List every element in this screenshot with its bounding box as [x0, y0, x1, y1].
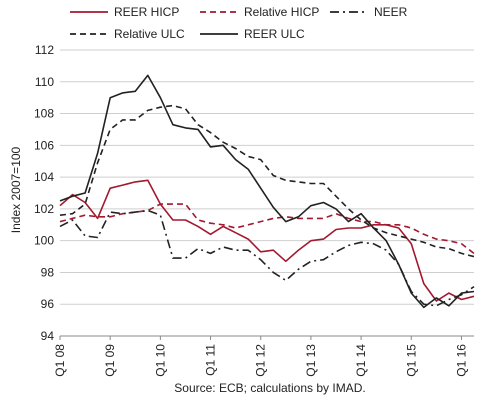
x-tick-label: Q1 14	[354, 344, 368, 377]
x-tick-label: Q1 13	[304, 344, 318, 377]
y-tick-label: 106	[34, 138, 54, 152]
series-line-reer-ulc	[59, 74, 475, 309]
series-layer	[59, 74, 475, 309]
x-tick-label: Q1 10	[153, 344, 167, 377]
y-tick-label: 94	[41, 329, 55, 343]
y-tick-label: 104	[34, 170, 54, 184]
y-tick-label: 102	[34, 202, 54, 216]
x-tick-label: Q1 15	[404, 344, 418, 377]
axes: 94 96 98 100 102 104 106 108 110 112 Q1 08 Q1 09 Q1 …	[34, 43, 474, 377]
legend: REER HICP Relative HICP NEER Relative ULC RE…	[70, 5, 408, 41]
y-tick-label: 112	[35, 43, 54, 57]
series-line-relative-ulc	[59, 104, 475, 258]
series-line-relative-hicp	[59, 203, 475, 255]
legend-label: NEER	[374, 5, 408, 19]
x-tick-label: Q1 09	[103, 344, 117, 377]
x-tick-label: Q1 12	[254, 344, 268, 377]
y-axis-label: Index 2007=100	[9, 146, 23, 233]
y-tick-label: 96	[41, 297, 55, 311]
legend-label: REER HICP	[114, 5, 179, 19]
legend-label: Relative HICP	[244, 5, 319, 19]
x-tick-label: Q1 08	[53, 344, 67, 377]
y-tick-label: 110	[35, 75, 54, 89]
y-tick-label: 108	[34, 107, 54, 121]
source-note: Source: ECB; calculations by IMAD.	[174, 381, 365, 395]
y-tick-label: 98	[41, 265, 55, 279]
legend-label: REER ULC	[244, 27, 305, 41]
series-line-neer	[59, 209, 475, 307]
legend-label: Relative ULC	[114, 27, 185, 41]
grid	[60, 49, 474, 337]
x-tick-label: Q1 16	[454, 344, 468, 377]
y-tick-label: 100	[34, 234, 54, 248]
x-tick-label: Q1 11	[204, 344, 218, 376]
series-line-reer-hicp	[59, 179, 475, 302]
